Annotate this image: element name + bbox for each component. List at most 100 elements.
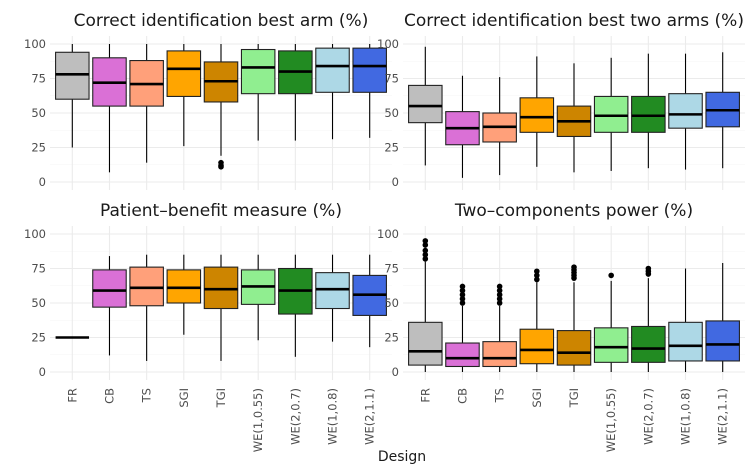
y-tick-label: 0 [39, 365, 46, 379]
box-cb [92, 256, 127, 356]
outlier-point [459, 300, 466, 306]
x-tick-label: CB [102, 388, 116, 404]
box-we-1-0-8- [315, 254, 350, 342]
box-body [55, 51, 90, 100]
box-body [315, 272, 350, 310]
box-body [166, 269, 202, 304]
box-we-2-1-1- [705, 262, 740, 372]
box-body [631, 325, 666, 363]
box-ts [482, 77, 517, 176]
y-tick-label: 100 [24, 37, 46, 51]
box-body [240, 48, 276, 95]
box-body [408, 84, 443, 124]
y-tick-label: 100 [377, 227, 399, 241]
box-fr [408, 46, 443, 166]
box-body [668, 321, 703, 362]
x-tick-label: TGI [567, 388, 581, 408]
box-body [705, 320, 740, 362]
x-tick-label: TS [140, 388, 154, 403]
box-sgi [166, 44, 202, 147]
box-body [203, 266, 239, 310]
box-cb [92, 44, 127, 173]
outlier-point [422, 247, 429, 254]
box-sgi [519, 268, 555, 372]
x-tick-label: WE(1,0.8) [679, 388, 693, 445]
box-we-1-0-8- [668, 53, 703, 170]
box-sgi [166, 254, 202, 335]
outlier-point [534, 276, 540, 283]
x-tick-label: FR [65, 388, 79, 403]
box-we-1-0-55- [240, 254, 276, 341]
y-tick-label: 50 [31, 296, 46, 310]
box-cb [445, 75, 480, 178]
x-tick-label: WE(2,1.1) [363, 388, 377, 445]
outlier-point [459, 296, 466, 302]
y-tick-label: 0 [39, 175, 46, 189]
box-we-1-0-8- [315, 44, 350, 140]
y-tick-label: 75 [31, 72, 46, 86]
box-body [166, 50, 202, 97]
y-tick-label: 0 [392, 175, 399, 189]
outlier-point [496, 296, 503, 302]
panel-1: 0 25 50 75 100 Correct identification best ar… [24, 11, 392, 190]
box-fr [55, 44, 90, 148]
y-tick-label: 0 [392, 365, 399, 379]
box-we-2-1-1- [352, 44, 387, 138]
box-body [482, 341, 517, 368]
box-ts [482, 283, 517, 372]
y-tick-label: 25 [31, 141, 46, 155]
x-tick-label: WE(1,0.55) [604, 388, 618, 452]
box-body [92, 269, 127, 308]
box-body [519, 97, 555, 133]
panel-title: Correct identification best two arms (%) [404, 11, 744, 31]
y-tick-label: 75 [31, 262, 46, 276]
box-body [556, 330, 592, 366]
panel-3: 0 25 50 75 100 Patient–benefit measure (%) FR C… [24, 201, 392, 452]
outlier-point [534, 268, 540, 275]
box-body [129, 266, 164, 307]
box-we-2-0-7- [278, 254, 313, 357]
y-tick-label: 25 [384, 141, 399, 155]
x-tick-label: TS [493, 388, 507, 403]
box-tgi [556, 63, 592, 173]
box-cb [445, 283, 480, 372]
box-ts [129, 44, 164, 163]
y-tick-label: 50 [384, 106, 399, 120]
box-we-2-1-1- [705, 52, 740, 169]
x-tick-label: WE(2,0.7) [288, 388, 302, 445]
box-tgi [556, 264, 592, 372]
x-tick-label: FR [418, 388, 432, 403]
outlier-point [422, 242, 429, 248]
box-sgi [519, 56, 555, 167]
outlier-point [496, 283, 503, 290]
panel-title: Correct identification best arm (%) [74, 11, 369, 31]
outlier-point [422, 256, 429, 262]
box-ts [129, 254, 164, 361]
y-tick-label: 50 [384, 296, 399, 310]
y-tick-label: 100 [377, 37, 399, 51]
box-tgi [203, 254, 239, 361]
box-body [408, 321, 443, 366]
box-body [519, 328, 555, 365]
box-body [352, 47, 387, 93]
outlier-point [496, 287, 503, 294]
box-we-1-0-55- [593, 272, 629, 372]
panel-title: Patient–benefit measure (%) [100, 201, 342, 221]
box-we-2-0-7- [631, 265, 666, 372]
box-we-2-0-7- [278, 44, 313, 141]
box-we-1-0-8- [668, 268, 703, 372]
x-tick-label: CB [455, 388, 469, 404]
box-body [315, 47, 350, 93]
x-tick-label: SGI [530, 388, 544, 408]
outlier-point [608, 272, 614, 279]
outlier-point [571, 264, 577, 270]
y-tick-label: 75 [384, 72, 399, 86]
y-tick-label: 50 [31, 106, 46, 120]
box-body [593, 327, 629, 363]
outlier-point [422, 251, 429, 258]
outlier-point [422, 238, 429, 244]
outlier-point [459, 291, 466, 298]
y-tick-label: 100 [24, 227, 46, 241]
panel-title: Two–components power (%) [454, 201, 693, 221]
